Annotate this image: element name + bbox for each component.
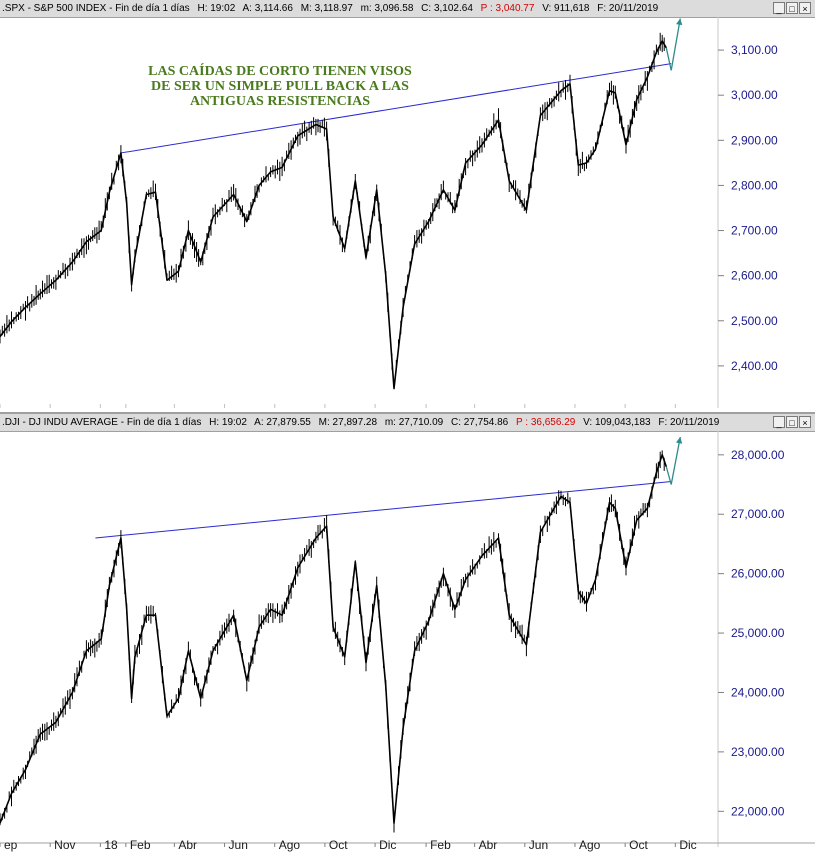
spx-high-label: M: 3,118.97: [300, 3, 353, 14]
x-tick-label: Dic: [379, 838, 396, 852]
dji-y-tick-label: 26,000.00: [731, 567, 785, 581]
spx-close-label: C: 3,102.64: [421, 3, 473, 14]
x-tick-label: Nov: [54, 838, 75, 852]
dji-price-line: [0, 454, 668, 824]
dji-panel: .DJI - DJ INDU AVERAGE - Fin de día 1 dí…: [0, 414, 815, 853]
spx-projection-arrowhead: [676, 18, 683, 26]
x-tick-label: Jun: [529, 838, 548, 852]
spx-p-label: P : 3,040.77: [480, 3, 535, 14]
spx-y-tick-label: 2,600.00: [731, 269, 778, 283]
x-tick-label: Dic: [679, 838, 696, 852]
x-tick-label: Ago: [279, 838, 301, 852]
maximize-button[interactable]: □: [786, 416, 798, 428]
x-tick-label: Oct: [329, 838, 348, 852]
maximize-button[interactable]: □: [786, 2, 798, 14]
spx-y-tick-label: 2,700.00: [731, 224, 778, 238]
dji-projection-arrowhead: [675, 437, 683, 444]
spx-y-tick-label: 2,400.00: [731, 359, 778, 373]
x-tick-label: Jun: [229, 838, 248, 852]
dji-p-label: P : 36,656.29: [516, 417, 576, 428]
minimize-button[interactable]: _: [773, 416, 785, 428]
x-tick-label: Oct: [629, 838, 648, 852]
spx-symbol-label: .SPX - S&P 500 INDEX - Fin de día 1 días: [2, 3, 190, 14]
spx-volume-label: V: 911,618: [542, 3, 590, 14]
x-tick-label: Abr: [178, 838, 197, 852]
spx-y-tick-label: 3,000.00: [731, 88, 778, 102]
dji-y-tick-label: 24,000.00: [731, 685, 785, 699]
spx-window-controls: _ □ ×: [773, 2, 811, 14]
spx-low-label: m: 3,096.58: [360, 3, 414, 14]
close-button[interactable]: ×: [799, 2, 811, 14]
dji-y-tick-label: 25,000.00: [731, 626, 785, 640]
dji-chart: 28,000.00 27,000.00 26,000.00 25,000.00 24,0…: [0, 431, 815, 852]
spx-date-label: F: 20/11/2019: [597, 3, 659, 14]
x-tick-label: Abr: [479, 838, 498, 852]
spx-time-label: H: 19:02: [197, 3, 236, 14]
dji-close-label: C: 27,754.86: [450, 417, 509, 428]
spx-y-tick-label: 2,500.00: [731, 314, 778, 328]
dji-high-label: M: 27,897.28: [318, 417, 378, 428]
close-button[interactable]: ×: [799, 416, 811, 428]
spx-panel: .SPX - S&P 500 INDEX - Fin de día 1 días…: [0, 0, 815, 412]
spx-header-bar: .SPX - S&P 500 INDEX - Fin de día 1 días…: [0, 0, 815, 18]
annotation-line-2: DE SER UN SIMPLE PULL BACK A LAS: [151, 79, 409, 94]
dji-open-label: A: 27,879.55: [254, 417, 311, 428]
panel-divider[interactable]: [0, 412, 815, 414]
dji-y-tick-label: 28,000.00: [731, 448, 785, 462]
dji-y-tick-label: 27,000.00: [731, 507, 785, 521]
spx-y-tick-label: 2,900.00: [731, 133, 778, 147]
dji-time-label: H: 19:02: [209, 417, 247, 428]
spx-y-tick-label: 2,800.00: [731, 178, 778, 192]
x-tick-label: ep: [4, 838, 18, 852]
spx-y-tick-label: 3,100.00: [731, 43, 778, 57]
dji-volume-label: V: 109,043,183: [583, 417, 651, 428]
dji-symbol-label: .DJI - DJ INDU AVERAGE - Fin de día 1 dí…: [2, 417, 202, 428]
dji-resistance-trendline: [95, 481, 672, 539]
x-tick-label: Feb: [130, 838, 151, 852]
spx-projection-path: [665, 18, 681, 71]
dji-header-bar: .DJI - DJ INDU AVERAGE - Fin de día 1 dí…: [0, 414, 815, 432]
x-tick-label: 18: [104, 838, 118, 852]
dji-y-tick-label: 23,000.00: [731, 745, 785, 759]
x-tick-label: Feb: [430, 838, 451, 852]
dji-window-controls: _ □ ×: [773, 416, 811, 428]
dji-y-tick-label: 22,000.00: [731, 804, 785, 818]
dji-low-label: m: 27,710.09: [384, 417, 444, 428]
spx-chart: 3,100.00 3,000.00 2,900.00 2,800.00 2,700.00…: [0, 17, 778, 408]
dji-projection-path: [665, 436, 681, 485]
annotation-line-1: LAS CAÍDAS DE CORTO TIENEN VISOS: [148, 62, 412, 79]
minimize-button[interactable]: _: [773, 2, 785, 14]
spx-resistance-trendline: [120, 63, 672, 154]
spx-open-label: A: 3,114.66: [242, 3, 293, 14]
dji-date-label: F: 20/11/2019: [658, 417, 720, 428]
annotation-line-3: ANTIGUAS RESISTENCIAS: [190, 94, 370, 109]
x-tick-label: Ago: [579, 838, 601, 852]
